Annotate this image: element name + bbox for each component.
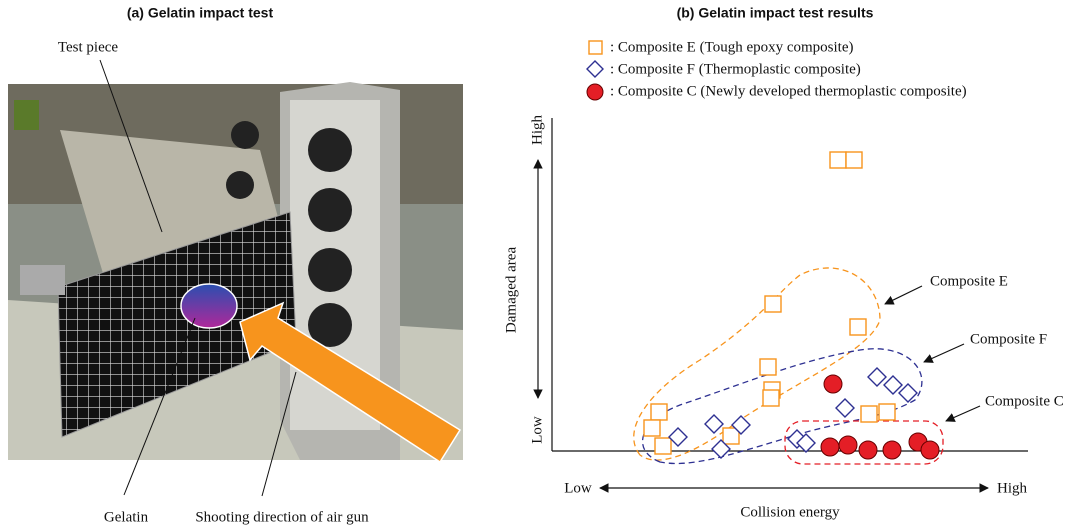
y-high: High [529, 115, 545, 146]
annotation: Composite C [985, 393, 1064, 409]
composite-e-points [644, 152, 895, 454]
gelatin [181, 284, 237, 328]
label-gelatin: Gelatin [104, 509, 149, 525]
axes [538, 118, 1028, 488]
annotation: Composite F [970, 331, 1047, 347]
label-test-piece: Test piece [58, 39, 119, 55]
caption-a: (a) Gelatin impact test [127, 5, 274, 21]
x-high: High [997, 480, 1028, 496]
legend-marker [587, 84, 603, 100]
legend-entry: : Composite F (Thermoplastic composite) [610, 61, 861, 77]
label-shooting: Shooting direction of air gun [195, 509, 369, 525]
legend-entry: : Composite E (Tough epoxy composite) [610, 39, 854, 55]
caption-b: (b) Gelatin impact test results [677, 5, 874, 21]
x-label: Collision energy [740, 504, 840, 520]
legend-marker [589, 41, 602, 54]
legend-marker [587, 61, 603, 77]
figure: (a) Gelatin impact test Test piece Gelat… [0, 0, 1084, 528]
y-low: Low [529, 416, 545, 444]
annotation: Composite E [930, 273, 1008, 289]
x-low: Low [564, 480, 592, 496]
y-label: Damaged area [503, 247, 519, 334]
legend-entry: : Composite C (Newly developed thermopla… [610, 83, 967, 99]
